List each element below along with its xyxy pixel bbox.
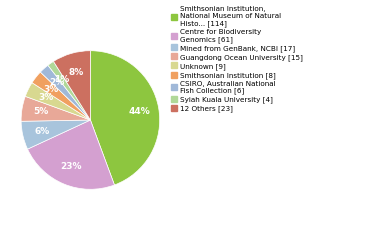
Wedge shape bbox=[21, 120, 90, 149]
Wedge shape bbox=[40, 65, 90, 120]
Wedge shape bbox=[32, 72, 90, 120]
Wedge shape bbox=[48, 61, 90, 120]
Wedge shape bbox=[90, 51, 160, 185]
Legend: Smithsonian Institution,
National Museum of Natural
Histo... [114], Centre for B: Smithsonian Institution, National Museum… bbox=[171, 6, 303, 112]
Text: 44%: 44% bbox=[129, 107, 150, 116]
Text: 3%: 3% bbox=[38, 93, 53, 102]
Text: 23%: 23% bbox=[61, 162, 82, 171]
Text: 2%: 2% bbox=[49, 78, 65, 87]
Text: 3%: 3% bbox=[44, 85, 59, 94]
Wedge shape bbox=[27, 120, 114, 189]
Wedge shape bbox=[54, 51, 90, 120]
Text: 1%: 1% bbox=[54, 75, 70, 84]
Wedge shape bbox=[25, 83, 90, 120]
Text: 8%: 8% bbox=[69, 68, 84, 77]
Text: 6%: 6% bbox=[34, 127, 49, 136]
Text: 5%: 5% bbox=[33, 107, 49, 116]
Wedge shape bbox=[21, 96, 90, 121]
